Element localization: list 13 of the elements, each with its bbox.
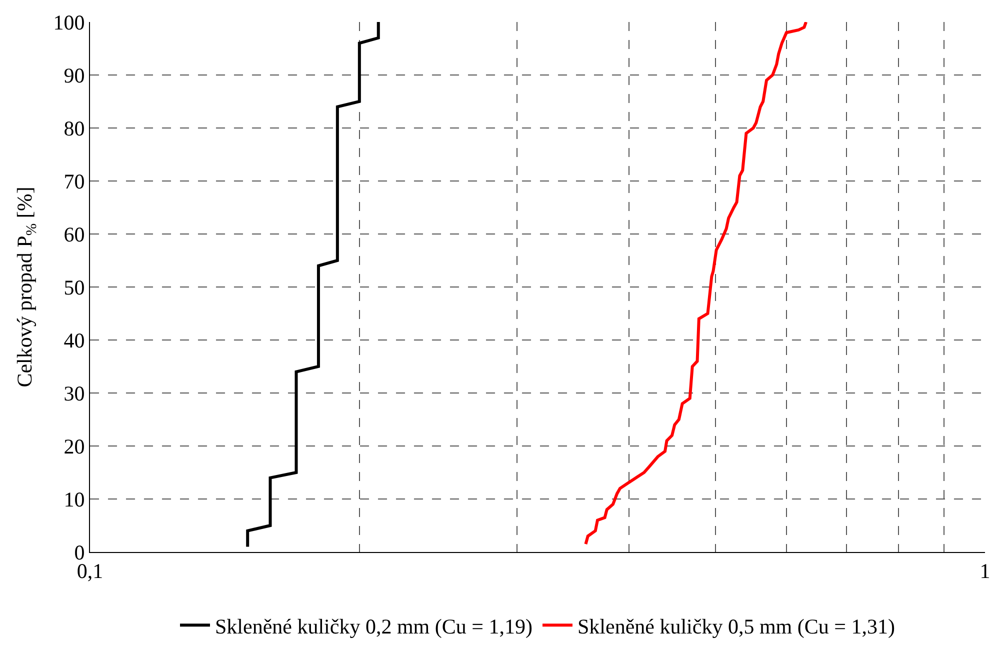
y-tick-label: 30 xyxy=(64,381,85,406)
y-tick-label: 60 xyxy=(64,222,85,246)
x-tick-label: 1 xyxy=(980,559,990,584)
y-tick-label: 10 xyxy=(64,487,85,512)
y-tick-label: 90 xyxy=(64,63,85,88)
legend-label: Skleněné kuličky 0,5 mm (Cu = 1,31) xyxy=(577,614,895,638)
y-tick-label: 50 xyxy=(64,275,85,300)
y-tick-label: 70 xyxy=(64,169,85,194)
y-tick-label: 20 xyxy=(64,434,85,458)
legend-label: Skleněné kuličky 0,2 mm (Cu = 1,19) xyxy=(215,614,532,638)
y-tick-label: 80 xyxy=(64,116,85,140)
y-tick-label: 40 xyxy=(64,328,85,352)
y-tick-label: 100 xyxy=(53,10,85,34)
